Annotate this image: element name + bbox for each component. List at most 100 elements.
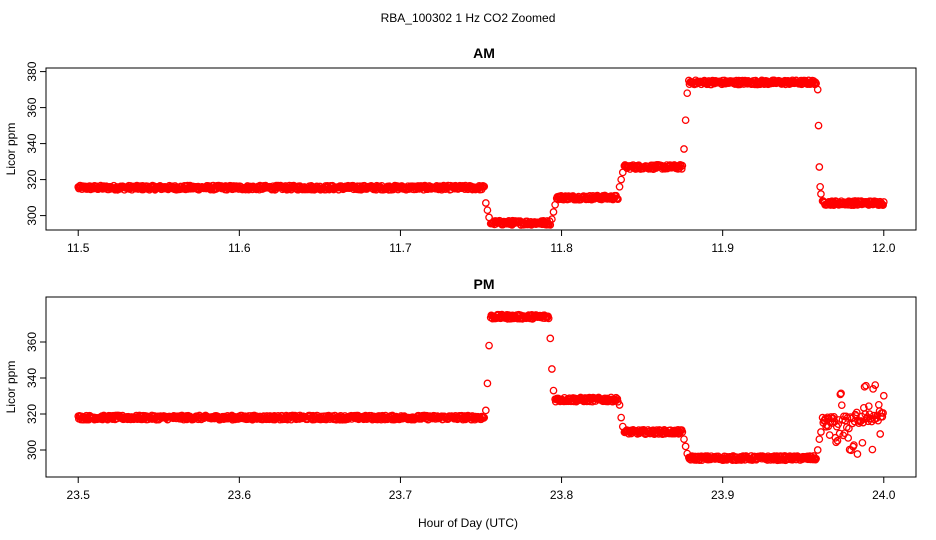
am-data-point (481, 199, 490, 207)
pm-ytick-label: 360 (25, 332, 39, 352)
pm-data-point (876, 430, 885, 438)
am-xtick-label: 11.5 (67, 241, 90, 255)
pm-data-point (680, 435, 688, 444)
am-data-point (485, 213, 493, 222)
am-data-point (548, 215, 556, 224)
pm-data-point (878, 412, 887, 421)
pm-data-point (864, 402, 873, 411)
pm-data-point (858, 438, 867, 447)
pm-data-point (681, 442, 690, 451)
am-data-point (680, 145, 688, 153)
panel-am: AM Licor ppm 11.5 11.6 11.7 11.8 11.9 12.0 300… (4, 45, 917, 255)
pm-data-point (615, 401, 624, 409)
pm-data-point (852, 408, 861, 417)
am-data-point (617, 175, 626, 184)
pm-data-point (815, 435, 824, 444)
am-data-point (614, 195, 622, 203)
am-data-point (678, 161, 687, 170)
pm-data-point (480, 413, 489, 422)
pm-data-point (860, 382, 869, 391)
panel-am-points (74, 76, 888, 229)
panel-pm-ylabel: Licor ppm (4, 361, 18, 414)
am-data-point (677, 165, 686, 173)
am-data-point (483, 206, 492, 215)
am-xtick-label: 11.9 (711, 241, 734, 255)
pm-data-point (548, 365, 556, 373)
pm-data-point (871, 381, 880, 389)
am-ytick-label: 380 (25, 61, 39, 81)
pm-xtick-label: 23.8 (550, 488, 574, 502)
am-xtick-label: 12.0 (872, 241, 896, 255)
am-data-point (817, 190, 825, 198)
panel-pm-axes: 23.5 23.6 23.7 23.8 23.9 24.0 300 320 340 360 (25, 332, 896, 502)
am-data-point (681, 116, 690, 125)
pm-ytick-label: 300 (25, 440, 39, 460)
pm-xtick-label: 23.7 (389, 488, 413, 502)
pm-xtick-label: 23.6 (228, 488, 252, 502)
panel-am-axes: 11.5 11.6 11.7 11.8 11.9 12.0 300 320 340 360 380 (25, 61, 896, 255)
pm-data-point (832, 438, 840, 447)
panel-pm: PM Licor ppm 23.5 23.6 23.7 23.8 23.9 24.0 300… (4, 276, 917, 502)
am-data-point (551, 200, 559, 209)
am-data-point (683, 89, 692, 98)
pm-data-point (483, 379, 492, 388)
am-xtick-label: 11.6 (228, 241, 251, 255)
pm-data-point (549, 386, 558, 395)
am-data-point (545, 217, 554, 226)
pm-data-point (546, 334, 555, 343)
pm-data-point (813, 446, 822, 454)
pm-ytick-label: 340 (25, 368, 39, 388)
am-data-point (816, 182, 824, 191)
pm-data-point (481, 406, 490, 415)
figure-title: RBA_100302 1 Hz CO2 Zoomed (381, 11, 556, 25)
am-data-point (618, 168, 627, 177)
pm-data-point (837, 401, 846, 410)
pm-xtick-label: 23.5 (67, 488, 91, 502)
pm-data-point (817, 428, 825, 436)
am-data-point (480, 182, 489, 191)
pm-data-point (853, 450, 862, 458)
am-data-point (879, 201, 888, 209)
panel-am-title: AM (473, 45, 495, 61)
am-ytick-label: 340 (25, 133, 39, 153)
pm-data-point (868, 445, 877, 454)
pm-xtick-label: 24.0 (872, 488, 896, 502)
am-ytick-label: 300 (25, 205, 39, 225)
am-xtick-label: 11.7 (389, 241, 412, 255)
pm-data-point (833, 436, 842, 445)
pm-data-point (834, 420, 843, 429)
am-data-point (549, 208, 558, 216)
pm-data-point (837, 389, 845, 398)
panel-pm-frame (45, 296, 917, 478)
pm-data-point (845, 424, 853, 433)
am-ytick-label: 320 (25, 169, 39, 189)
pm-data-point (683, 449, 692, 458)
pm-data-point (544, 314, 553, 323)
pm-data-point (874, 400, 883, 409)
figure-xlabel: Hour of Day (UTC) (418, 516, 518, 530)
am-data-point (814, 121, 823, 130)
pm-data-point (844, 434, 853, 442)
am-data-point (615, 182, 624, 191)
pm-ytick-label: 320 (25, 404, 39, 424)
pm-data-point (879, 409, 887, 417)
pm-data-point (869, 385, 877, 393)
am-data-point (813, 85, 822, 94)
panel-am-ylabel: Licor ppm (4, 123, 18, 176)
pm-data-point (617, 413, 626, 422)
pm-data-point (865, 410, 874, 418)
panel-pm-points (74, 310, 888, 465)
pm-data-point (879, 391, 888, 400)
pm-xtick-label: 23.9 (711, 488, 735, 502)
panel-pm-title: PM (474, 276, 495, 292)
pm-data-point (812, 454, 820, 463)
am-data-point (879, 198, 888, 206)
pm-data-point (678, 428, 687, 436)
am-data-point (815, 163, 824, 171)
pm-data-point (618, 422, 627, 431)
panel-am-frame (45, 67, 917, 231)
pm-data-point (485, 341, 493, 350)
pm-data-point (862, 381, 870, 390)
pm-data-point (850, 441, 858, 449)
